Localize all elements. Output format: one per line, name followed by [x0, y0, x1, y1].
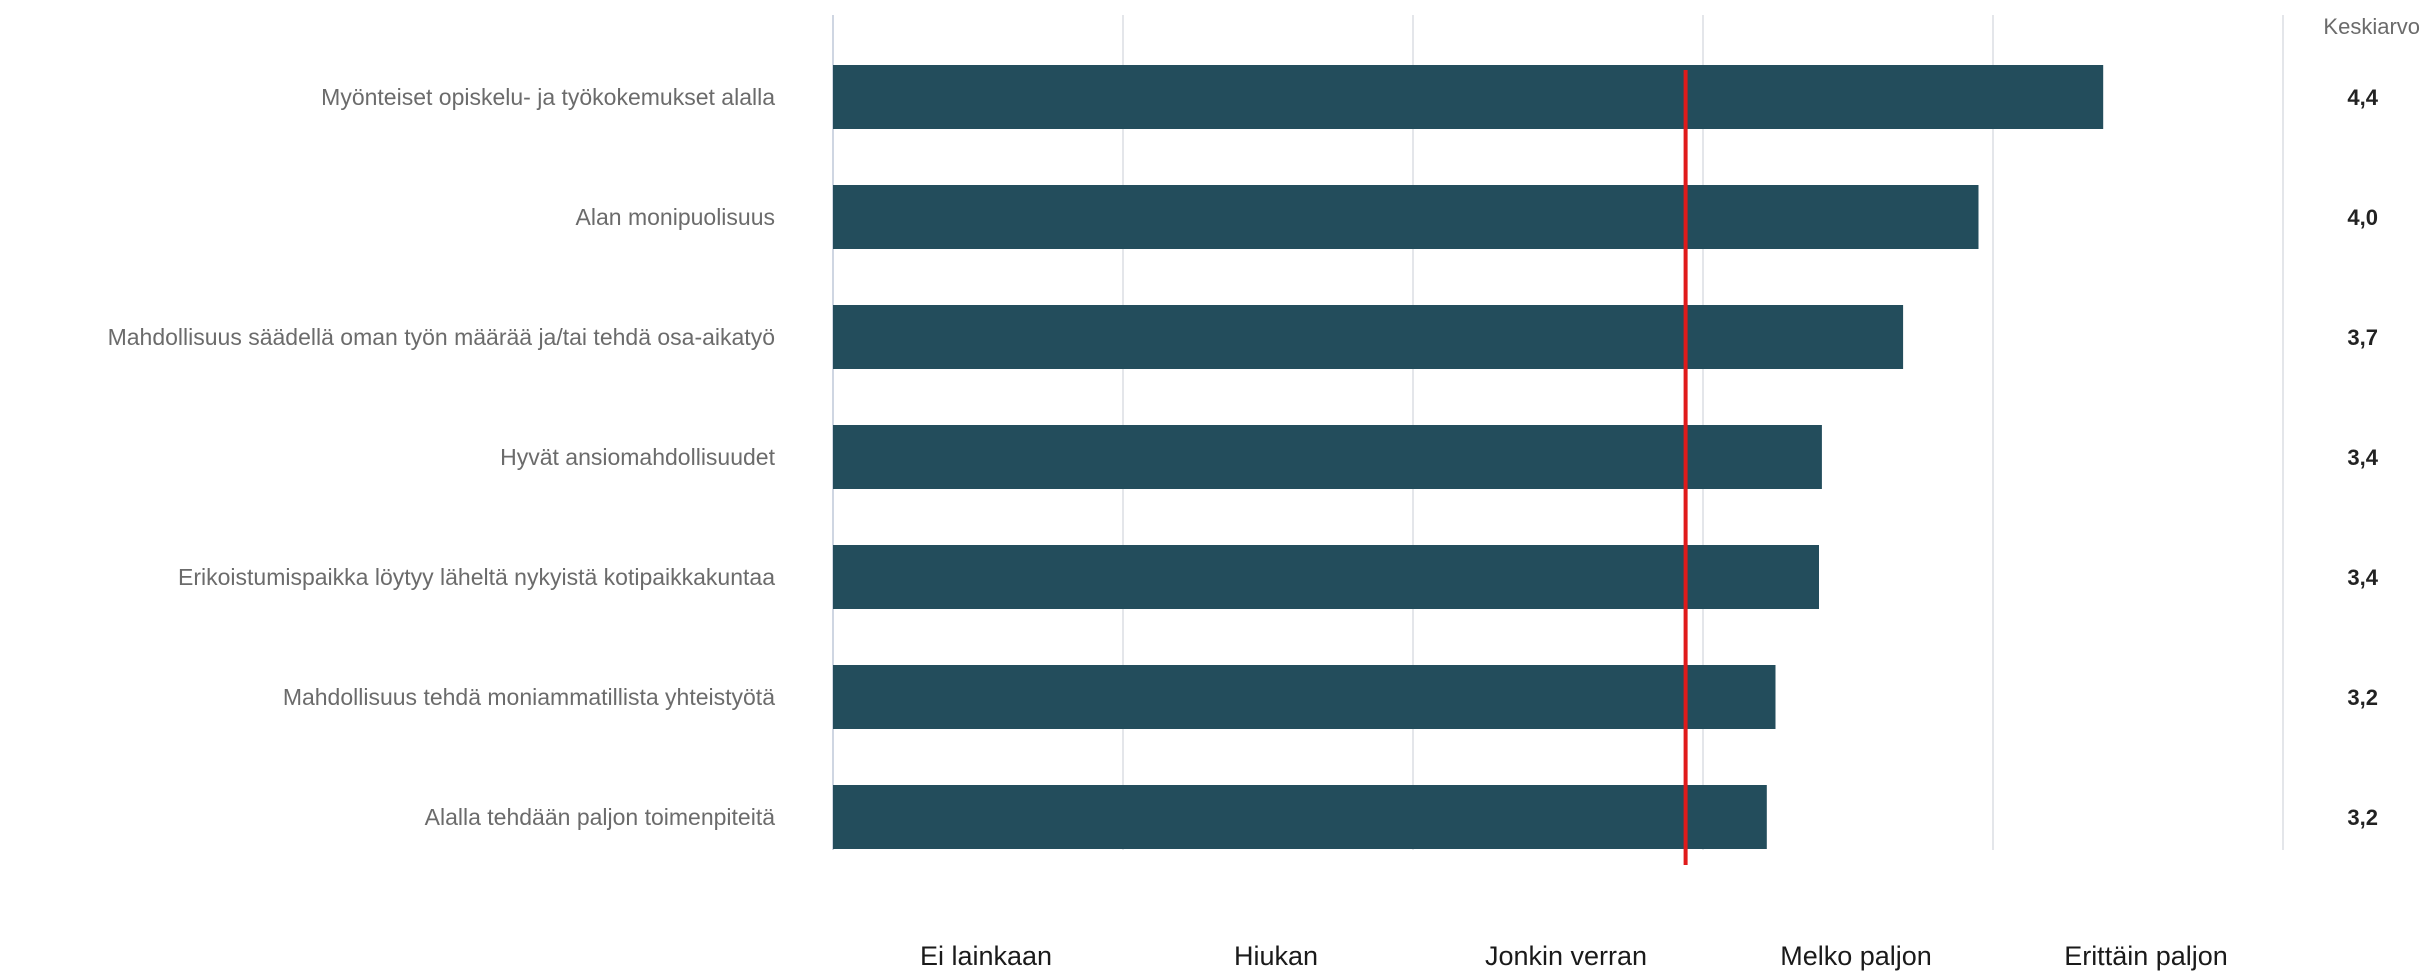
value-label: 4,0: [2347, 205, 2378, 230]
scale-label: Melko paljon: [1780, 941, 1932, 971]
value-label: 3,4: [2347, 565, 2378, 590]
value-label: 3,2: [2347, 805, 2378, 830]
bar-layer: [833, 65, 2104, 849]
category-label: Mahdollisuus tehdä moniammatillista yhte…: [283, 684, 775, 710]
scale-label: Hiukan: [1234, 941, 1318, 971]
scale-label: Jonkin verran: [1485, 941, 1647, 971]
label-layer: Myönteiset opiskelu- ja työkokemukset al…: [108, 84, 2379, 971]
bar: [833, 785, 1767, 849]
scale-label: Ei lainkaan: [920, 941, 1052, 971]
category-label: Hyvät ansiomahdollisuudet: [500, 444, 775, 470]
value-label: 4,4: [2347, 85, 2378, 110]
category-label: Erikoistumispaikka löytyy läheltä nykyis…: [178, 564, 775, 590]
bar: [833, 185, 1979, 249]
scale-label: Erittäin paljon: [2064, 941, 2228, 971]
bar: [833, 65, 2104, 129]
category-label: Mahdollisuus säädellä oman työn määrää j…: [108, 324, 775, 350]
value-column-header: Keskiarvo: [2323, 14, 2420, 39]
bar: [833, 425, 1822, 489]
value-label: 3,2: [2347, 685, 2378, 710]
category-label: Myönteiset opiskelu- ja työkokemukset al…: [321, 84, 775, 110]
bar: [833, 545, 1819, 609]
category-label: Alalla tehdään paljon toimenpiteitä: [425, 804, 776, 830]
bar: [833, 665, 1776, 729]
value-label: 3,7: [2347, 325, 2378, 350]
category-label: Alan monipuolisuus: [576, 204, 775, 230]
value-label: 3,4: [2347, 445, 2378, 470]
bar: [833, 305, 1904, 369]
